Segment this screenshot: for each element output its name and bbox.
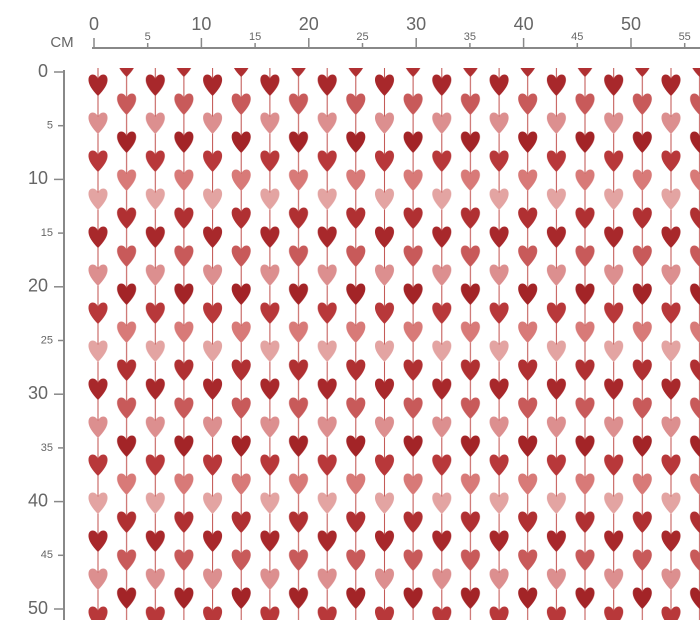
ruler-label: 15	[249, 31, 261, 43]
ruler-label: 45	[41, 549, 53, 561]
ruler-label: 20	[28, 276, 48, 296]
ruler-label: 55	[679, 31, 691, 43]
ruler-label: 40	[28, 490, 48, 510]
ruler-label: 40	[514, 14, 534, 34]
ruler-label: 30	[28, 383, 48, 403]
ruler-label: 20	[299, 14, 319, 34]
ruler-label: 5	[145, 31, 151, 43]
ruler-label: 50	[28, 598, 48, 618]
ruler-label: 25	[41, 334, 53, 346]
ruler-label: 10	[191, 14, 211, 34]
ruler-label: 0	[38, 61, 48, 81]
ruler-label: 35	[464, 31, 476, 43]
ruler-label: 25	[356, 31, 368, 43]
ruler-label: 10	[28, 168, 48, 188]
ruler-label: 5	[47, 120, 53, 132]
heart-pattern	[88, 68, 700, 620]
ruler-label: 35	[41, 442, 53, 454]
ruler-label: 0	[89, 14, 99, 34]
ruler-label: 30	[406, 14, 426, 34]
ruler-label: 45	[571, 31, 583, 43]
unit-label: CM	[50, 34, 73, 51]
ruler-label: 15	[41, 227, 53, 239]
ruler-label: 50	[621, 14, 641, 34]
